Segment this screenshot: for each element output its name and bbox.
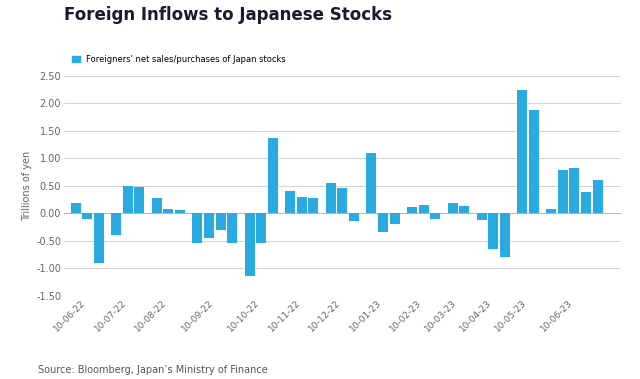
Bar bbox=[558, 170, 568, 213]
Bar bbox=[256, 213, 266, 243]
Bar bbox=[244, 213, 255, 276]
Bar bbox=[367, 153, 376, 213]
Bar bbox=[326, 183, 336, 213]
Text: Source: Bloomberg, Japan’s Ministry of Finance: Source: Bloomberg, Japan’s Ministry of F… bbox=[38, 365, 268, 375]
Bar bbox=[529, 110, 539, 213]
Y-axis label: Trillions of yen: Trillions of yen bbox=[22, 150, 32, 221]
Bar bbox=[447, 203, 458, 213]
Bar bbox=[570, 168, 579, 213]
Bar bbox=[94, 213, 104, 263]
Bar bbox=[204, 213, 214, 238]
Bar bbox=[390, 213, 399, 224]
Bar bbox=[227, 213, 237, 243]
Bar bbox=[500, 213, 509, 257]
Bar bbox=[285, 191, 295, 213]
Bar bbox=[83, 213, 92, 219]
Bar bbox=[216, 213, 225, 230]
Bar bbox=[349, 213, 359, 221]
Bar bbox=[175, 210, 185, 213]
Bar bbox=[547, 209, 556, 213]
Bar bbox=[70, 203, 81, 213]
Bar bbox=[581, 192, 591, 213]
Bar bbox=[297, 197, 307, 213]
Bar bbox=[430, 213, 440, 219]
Bar bbox=[477, 213, 486, 220]
Bar bbox=[378, 213, 388, 232]
Bar bbox=[163, 209, 173, 213]
Bar bbox=[134, 187, 145, 213]
Bar bbox=[419, 205, 429, 213]
Bar bbox=[111, 213, 121, 235]
Bar bbox=[488, 213, 498, 249]
Legend: Foreigners' net sales/purchases of Japan stocks: Foreigners' net sales/purchases of Japan… bbox=[68, 52, 289, 67]
Bar bbox=[517, 89, 527, 213]
Bar bbox=[308, 198, 318, 213]
Text: Foreign Inflows to Japanese Stocks: Foreign Inflows to Japanese Stocks bbox=[64, 6, 392, 24]
Bar bbox=[593, 180, 602, 213]
Bar bbox=[460, 206, 469, 213]
Bar bbox=[193, 213, 202, 243]
Bar bbox=[407, 207, 417, 213]
Bar bbox=[268, 138, 278, 213]
Bar bbox=[337, 188, 348, 213]
Bar bbox=[152, 198, 162, 213]
Bar bbox=[123, 186, 132, 213]
